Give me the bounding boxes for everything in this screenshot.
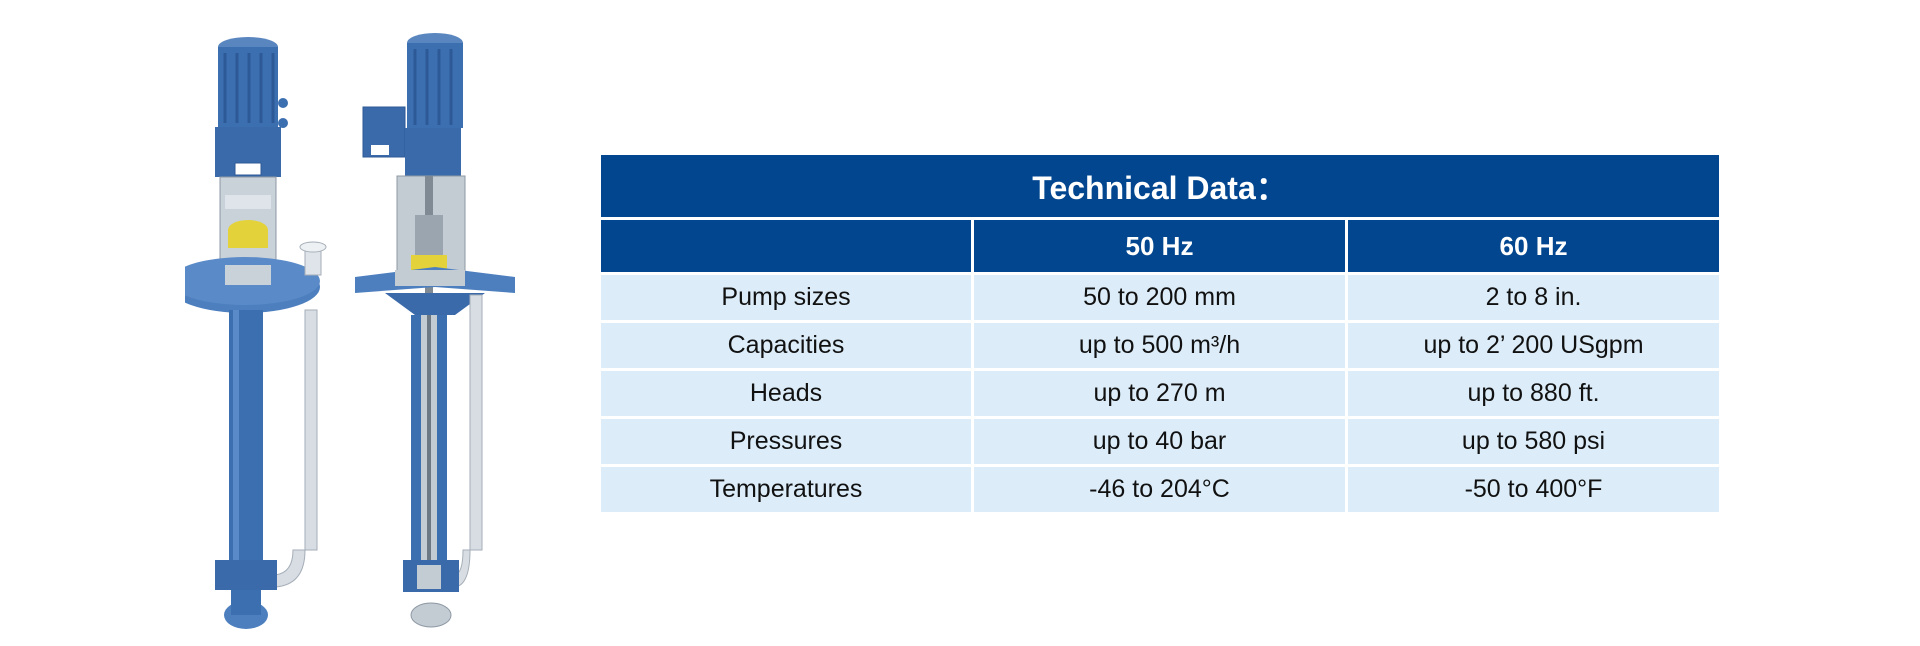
table-row: Capacities up to 500 m³/h up to 2’ 200 U… xyxy=(598,320,1723,371)
value-50hz: -46 to 204°C xyxy=(971,464,1348,515)
pump-cutaway-icon xyxy=(355,33,515,628)
value-60hz: up to 2’ 200 USgpm xyxy=(1344,320,1723,371)
value-50hz: up to 500 m³/h xyxy=(971,320,1348,371)
column-header-label xyxy=(598,217,974,275)
row-label: Pressures xyxy=(598,416,974,467)
row-label: Temperatures xyxy=(598,464,974,515)
row-label: Capacities xyxy=(598,320,974,371)
technical-data-table: Technical Data： 50 Hz 60 Hz Pump sizes 5… xyxy=(597,152,1723,515)
table-row: Heads up to 270 m up to 880 ft. xyxy=(598,368,1723,419)
value-60hz: -50 to 400°F xyxy=(1344,464,1723,515)
table-row: Pressures up to 40 bar up to 580 psi xyxy=(598,416,1723,467)
row-label: Heads xyxy=(598,368,974,419)
table-row: Pump sizes 50 to 200 mm 2 to 8 in. xyxy=(598,272,1723,323)
value-50hz: 50 to 200 mm xyxy=(971,272,1348,323)
vertical-pump-illustration xyxy=(185,33,515,629)
pump-exterior-icon xyxy=(185,37,327,629)
value-60hz: up to 880 ft. xyxy=(1344,368,1723,419)
row-label: Pump sizes xyxy=(598,272,974,323)
table-title-row: Technical Data： xyxy=(597,152,1723,220)
value-50hz: up to 270 m xyxy=(971,368,1348,419)
column-header-50hz: 50 Hz xyxy=(971,217,1348,275)
table-header-row: 50 Hz 60 Hz xyxy=(598,217,1723,275)
table-row: Temperatures -46 to 204°C -50 to 400°F xyxy=(598,464,1723,515)
value-50hz: up to 40 bar xyxy=(971,416,1348,467)
value-60hz: up to 580 psi xyxy=(1344,416,1723,467)
column-header-60hz: 60 Hz xyxy=(1344,217,1723,275)
value-60hz: 2 to 8 in. xyxy=(1344,272,1723,323)
table-title: Technical Data： xyxy=(597,152,1723,220)
